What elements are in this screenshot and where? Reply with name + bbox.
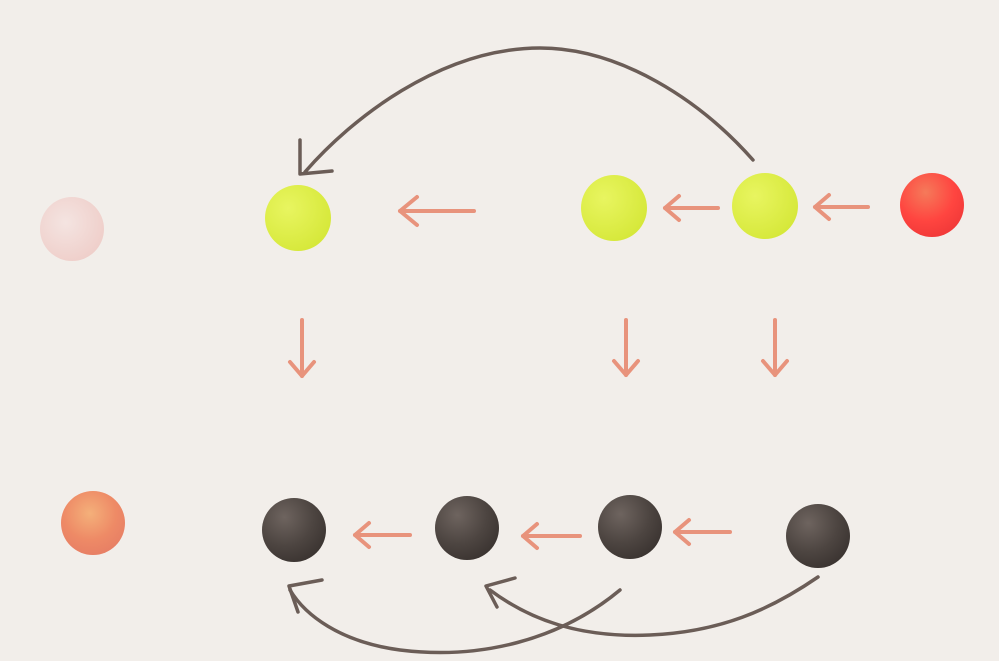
dark-ball-4 (786, 504, 850, 568)
dark-ball-3 (598, 495, 662, 559)
dark-ball-1 (262, 498, 326, 562)
bottom-curve-arrow-left (288, 588, 622, 655)
arrow-left-bottom-1 (353, 521, 412, 549)
top-curve-arrow (303, 46, 755, 174)
pale-pink-ball (40, 197, 104, 261)
dark-ball-2 (435, 496, 499, 560)
orange-ball (61, 491, 125, 555)
arrow-down-1 (288, 318, 316, 378)
yellow-ball-2 (581, 175, 647, 241)
bottom-curve-arrow-right (488, 575, 820, 638)
bottom-curve-arrowhead-right (484, 576, 517, 609)
arrow-left-top-3 (813, 193, 870, 221)
yellow-ball-1 (265, 185, 331, 251)
arrow-left-top-2 (663, 194, 720, 222)
arrow-down-3 (761, 318, 789, 377)
arrow-left-top-1 (398, 195, 476, 227)
top-curve-arrowhead (298, 138, 334, 176)
red-ball (900, 173, 964, 237)
arrow-down-2 (612, 318, 640, 377)
bottom-curve-arrowhead-left (287, 578, 324, 614)
yellow-ball-3 (732, 173, 798, 239)
arrow-left-bottom-3 (673, 518, 732, 546)
arrow-left-bottom-2 (521, 522, 582, 550)
